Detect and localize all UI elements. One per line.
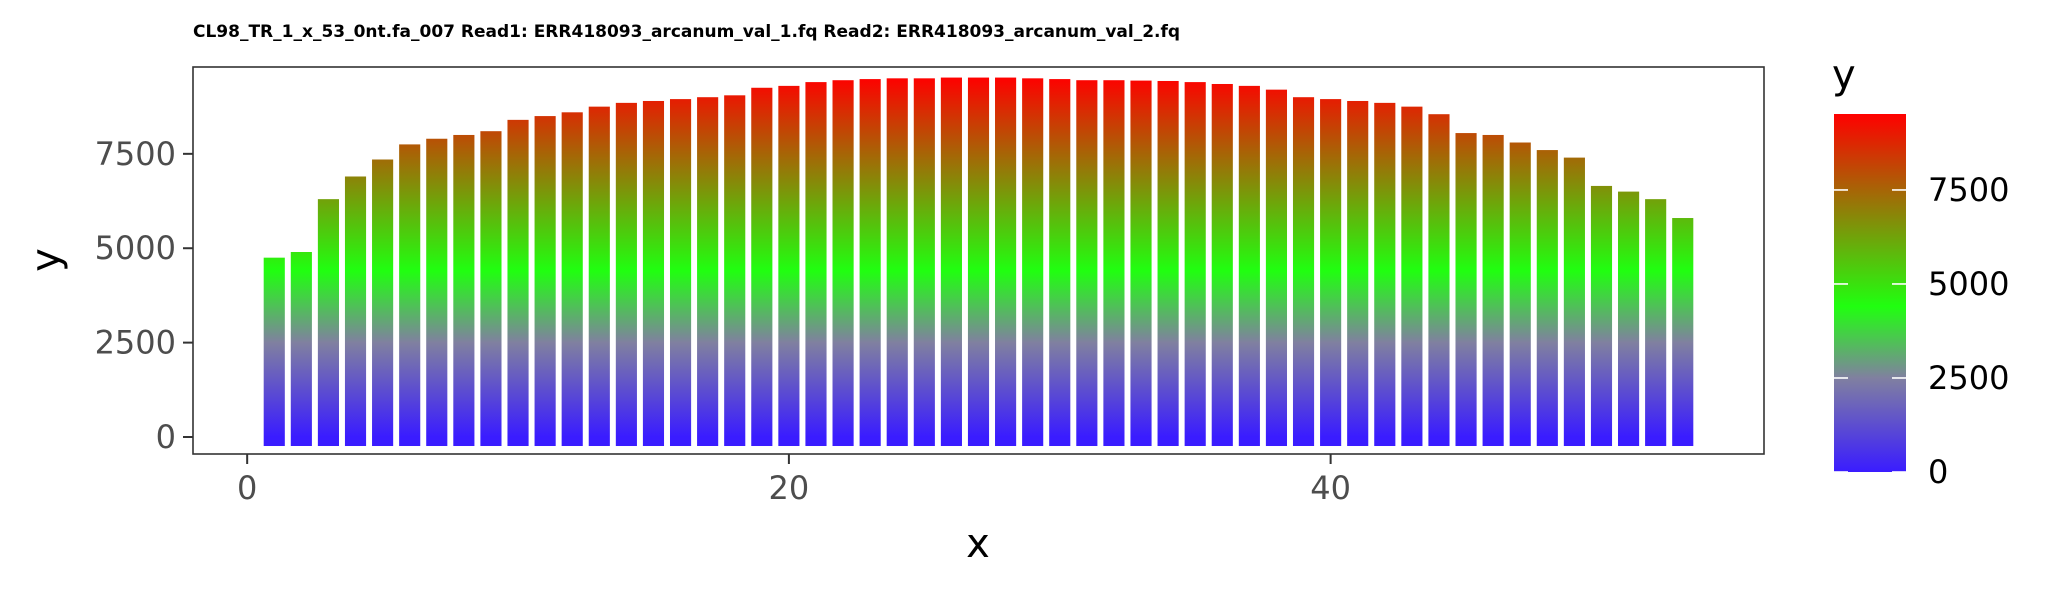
bar (669, 99, 692, 447)
bar (1320, 99, 1342, 447)
bar (1455, 133, 1477, 447)
bar (1076, 80, 1098, 447)
bar (290, 252, 312, 446)
bar (1590, 185, 1613, 447)
bar (1563, 157, 1585, 447)
bar (1645, 199, 1667, 447)
x-axis-title: x (966, 521, 990, 567)
bar (1401, 106, 1423, 447)
bar (399, 144, 421, 447)
bar (642, 100, 665, 447)
bar (372, 159, 394, 447)
bar (561, 112, 583, 447)
legend-ticks: 0 2500 5000 7500 (1834, 171, 2009, 491)
color-legend: y 0 2500 5000 7500 (1832, 52, 2009, 491)
bar (805, 82, 827, 447)
y-axis: 0 2500 5000 7500 (95, 135, 193, 456)
bar (724, 95, 746, 447)
y-axis-title: y (23, 248, 69, 272)
bar (1509, 142, 1531, 447)
bar (317, 199, 339, 447)
bar (1672, 218, 1694, 447)
bar (1049, 79, 1071, 447)
bar (1482, 134, 1504, 447)
x-tick-label: 40 (1310, 469, 1351, 507)
bar (995, 77, 1017, 447)
bar (1130, 80, 1152, 447)
bar (588, 106, 610, 447)
bar (697, 97, 719, 446)
legend-label: 7500 (1928, 171, 2009, 209)
legend-colorbar (1834, 114, 1906, 472)
bar (615, 102, 637, 447)
bar (1428, 114, 1450, 447)
bar (1292, 97, 1315, 446)
bars-group (263, 77, 1694, 447)
bar (940, 77, 962, 447)
bar (1184, 82, 1206, 447)
bar (1238, 85, 1260, 447)
x-tick-label: 20 (769, 469, 810, 507)
y-tick-label: 5000 (95, 229, 176, 267)
bar (751, 87, 773, 447)
bar (1347, 100, 1369, 447)
bar (534, 116, 556, 447)
bar (1536, 150, 1558, 447)
bar (913, 78, 935, 447)
y-tick-label: 7500 (95, 135, 176, 173)
legend-title: y (1832, 52, 1856, 98)
bar (480, 131, 502, 447)
bar (1211, 83, 1233, 447)
chart-title: CL98_TR_1_x_53_0nt.fa_007 Read1: ERR4180… (193, 22, 1180, 42)
bar (344, 176, 367, 447)
bar (1618, 191, 1640, 447)
legend-label: 0 (1928, 453, 1948, 491)
bar (832, 80, 854, 447)
bar (263, 257, 285, 447)
bar (1103, 80, 1125, 447)
bar (1022, 78, 1044, 447)
x-axis: 0 20 40 (237, 454, 1351, 507)
x-tick-label: 0 (237, 469, 257, 507)
plot-panel-border (192, 66, 1765, 455)
legend-label: 2500 (1928, 359, 2009, 397)
legend-label: 5000 (1928, 265, 2009, 303)
bar (1157, 80, 1179, 447)
bar (507, 119, 529, 447)
bar (453, 134, 475, 447)
bar (1265, 89, 1288, 447)
bar (886, 78, 908, 447)
bar (859, 79, 881, 447)
bar (426, 138, 448, 447)
bar (778, 85, 800, 447)
bar (967, 77, 990, 447)
y-tick-label: 2500 (95, 324, 176, 362)
bar (1374, 102, 1396, 447)
y-tick-label: 0 (156, 418, 176, 456)
